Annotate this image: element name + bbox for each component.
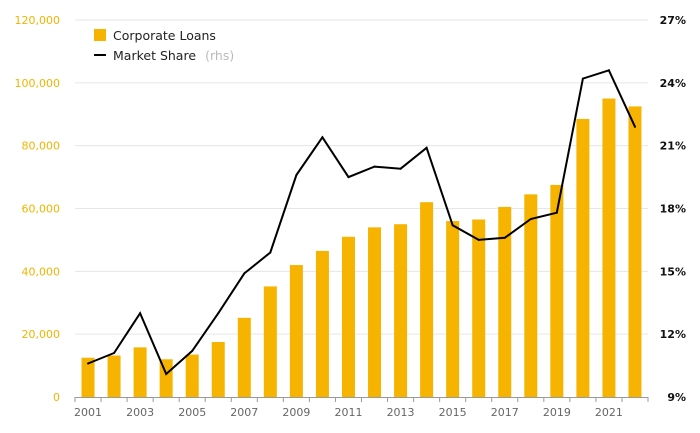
point-market-share [373,165,376,168]
bar-corporate-loans [524,194,538,397]
x-tick-label: 2009 [282,406,310,419]
bar-corporate-loans [185,354,199,397]
x-tick-label: 2013 [387,406,415,419]
bar-corporate-loans [133,347,147,397]
point-market-share [451,224,454,227]
y-right-tick-label: 18% [660,203,686,216]
point-market-share [555,211,558,214]
bar-corporate-loans [550,184,564,397]
x-tick-label: 2017 [491,406,519,419]
svg-text:Market Share (rhs): Market Share (rhs) [113,45,234,64]
x-tick-label: 2005 [178,406,206,419]
point-market-share [477,238,480,241]
y-right-tick-label: 24% [660,77,686,90]
point-market-share [347,176,350,179]
bar-corporate-loans [472,219,486,397]
x-tick-label: 2003 [126,406,154,419]
legend-swatch-corporate-loans [94,29,106,41]
bar-series-corporate-loans [81,98,642,398]
bar-corporate-loans [602,98,616,398]
y-left-tick-label: 0 [53,391,60,404]
y-right-tick-label: 27% [660,14,686,27]
point-market-share [243,272,246,275]
point-market-share [165,372,168,375]
point-market-share [191,349,194,352]
bar-corporate-loans [211,342,225,397]
point-market-share [425,146,428,149]
x-tick-label: 2011 [334,406,362,419]
point-market-share [529,217,532,220]
y-left-tick-label: 80,000 [22,140,61,153]
bar-corporate-loans [289,265,303,397]
y-left-tick-label: 100,000 [15,77,61,90]
point-market-share [321,136,324,139]
x-tick-label: 2021 [595,406,623,419]
legend-label-corporate-loans: Corporate Loans [113,28,216,43]
point-market-share [217,312,220,315]
y-right-tick-label: 15% [660,265,686,278]
y-right-tick-label: 21% [660,140,686,153]
legend-label-market-share: Market Share [113,48,196,63]
y-left-tick-label: 120,000 [15,14,61,27]
bar-corporate-loans [498,206,512,397]
point-market-share [399,167,402,170]
bar-corporate-loans [628,106,642,397]
bar-corporate-loans [341,236,355,397]
y-axis-right: 9% 12% 15% 18% 21% 24% 27% [660,14,686,404]
line-market-share [87,69,636,376]
bar-corporate-loans [576,118,590,398]
point-market-share [581,77,584,80]
point-market-share [633,125,636,128]
y-right-tick-label: 9% [667,391,686,404]
bar-corporate-loans [420,202,434,397]
point-market-share [503,236,506,239]
bar-corporate-loans [81,357,95,397]
line-series-market-share [87,69,636,376]
bar-corporate-loans [446,221,460,397]
x-tick-label: 2001 [74,406,102,419]
bar-corporate-loans [315,250,329,397]
bar-corporate-loans [368,227,382,397]
x-tick-label: 2007 [230,406,258,419]
legend-label-rhs-note: (rhs) [205,48,234,63]
legend: Corporate Loans Market Share (rhs) [94,28,234,64]
bar-corporate-loans [263,286,277,397]
x-tick-label: 2019 [543,406,571,419]
point-market-share [295,173,298,176]
point-market-share [607,69,610,72]
y-axis-left: 0 20,000 40,000 60,000 80,000 100,000 120,000 [15,14,61,404]
x-axis: 2001 2003 2005 2007 2009 2011 2013 2015 2017 2019… [74,397,649,419]
x-tick-label: 2015 [439,406,467,419]
y-left-tick-label: 60,000 [22,203,61,216]
point-market-share [113,352,116,355]
point-market-share [139,312,142,315]
bar-corporate-loans [107,355,121,397]
y-right-tick-label: 12% [660,328,686,341]
bar-corporate-loans [394,224,408,397]
bar-corporate-loans [237,317,251,397]
point-market-share [87,362,90,365]
point-market-share [269,251,272,254]
y-left-tick-label: 20,000 [22,328,61,341]
y-left-tick-label: 40,000 [22,265,61,278]
